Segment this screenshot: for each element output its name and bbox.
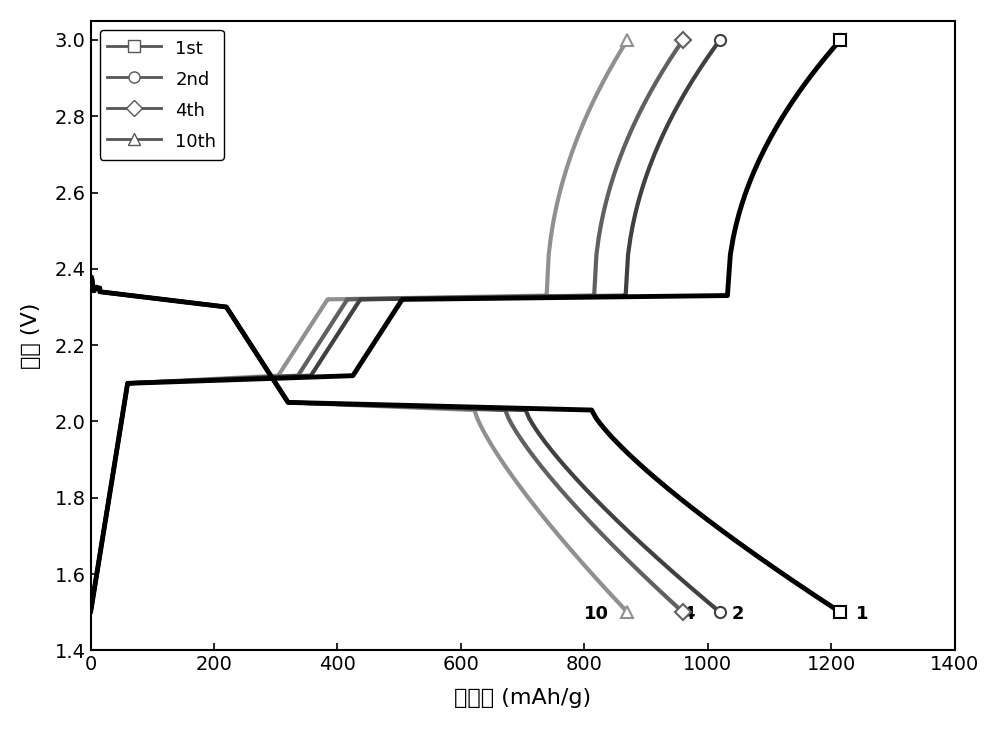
Text: 10: 10 [584,605,609,623]
Text: 4: 4 [682,605,694,623]
Text: 2: 2 [731,605,744,623]
X-axis label: 比容量 (mAh/g): 比容量 (mAh/g) [454,688,591,708]
Text: 1: 1 [856,605,868,623]
Y-axis label: 电压 (V): 电压 (V) [21,303,41,369]
Legend: 1st, 2nd, 4th, 10th: 1st, 2nd, 4th, 10th [100,30,224,160]
